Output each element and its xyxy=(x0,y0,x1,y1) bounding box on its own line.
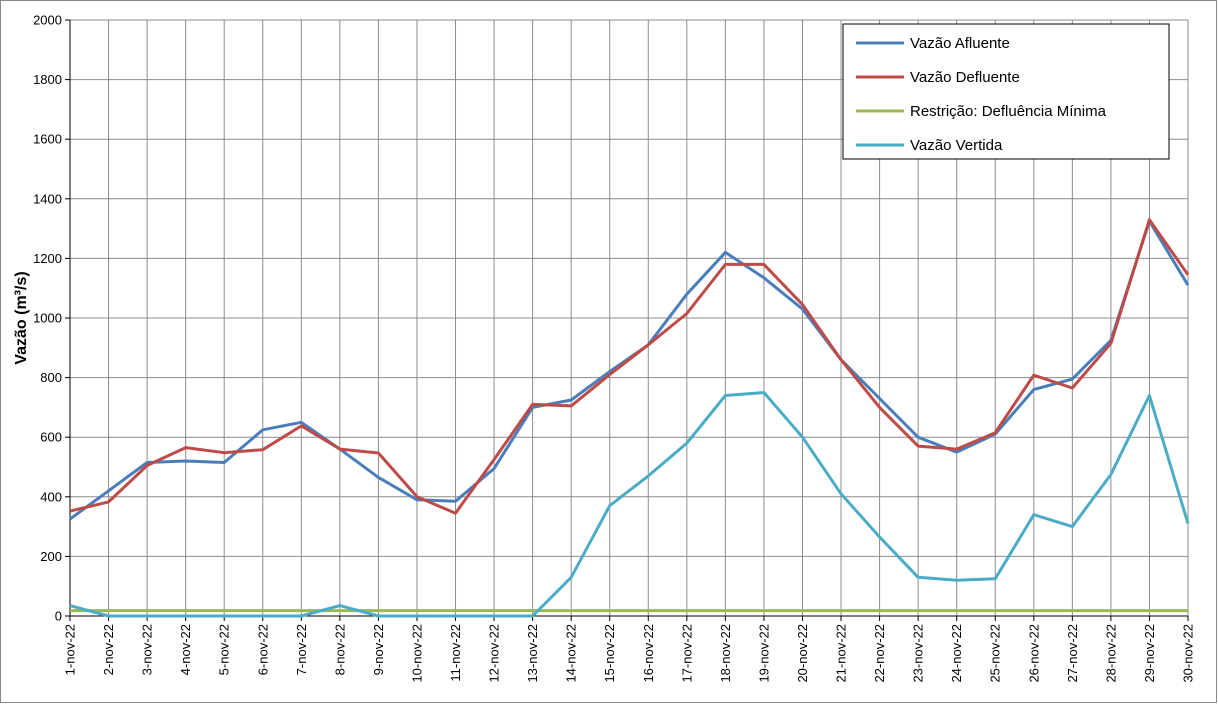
x-tick-label: 14-nov-22 xyxy=(564,624,579,683)
y-tick-label: 600 xyxy=(40,430,62,445)
y-tick-label: 1000 xyxy=(33,311,62,326)
x-tick-label: 27-nov-22 xyxy=(1065,624,1080,683)
x-tick-label: 20-nov-22 xyxy=(795,624,810,683)
x-tick-label: 23-nov-22 xyxy=(911,624,926,683)
y-tick-label: 200 xyxy=(40,549,62,564)
x-tick-label: 29-nov-22 xyxy=(1142,624,1157,683)
x-tick-label: 25-nov-22 xyxy=(988,624,1003,683)
legend-label: Vazão Afluente xyxy=(910,35,1010,52)
y-tick-label: 800 xyxy=(40,370,62,385)
x-tick-label: 12-nov-22 xyxy=(487,624,502,683)
x-tick-label: 16-nov-22 xyxy=(641,624,656,683)
x-tick-label: 30-nov-22 xyxy=(1181,624,1196,683)
gridlines xyxy=(69,19,1189,617)
x-tick-label: 21-nov-22 xyxy=(834,624,849,683)
y-tick-label: 2000 xyxy=(33,13,62,28)
y-tick-label: 0 xyxy=(55,609,62,624)
y-tick-label: 1200 xyxy=(33,251,62,266)
y-tick-label: 1800 xyxy=(33,72,62,87)
x-tick-label: 22-nov-22 xyxy=(872,624,887,683)
x-tick-label: 24-nov-22 xyxy=(949,624,964,683)
x-tick-label: 8-nov-22 xyxy=(332,624,347,675)
x-tick-label: 13-nov-22 xyxy=(525,624,540,683)
legend-box xyxy=(842,23,1170,160)
x-tick-label: 17-nov-22 xyxy=(679,624,694,683)
x-tick-label: 9-nov-22 xyxy=(371,624,386,675)
x-tick-label: 7-nov-22 xyxy=(294,624,309,675)
x-tick-label: 15-nov-22 xyxy=(602,624,617,683)
y-tick-label: 1600 xyxy=(33,132,62,147)
legend-label: Vazão Vertida xyxy=(910,137,1003,154)
legend-label: Restrição: Defluência Mínima xyxy=(910,103,1107,120)
x-tick-label: 26-nov-22 xyxy=(1026,624,1041,683)
x-tick-label: 28-nov-22 xyxy=(1103,624,1118,683)
y-axis-label: Vazão (m³/s) xyxy=(13,271,30,364)
series-lines xyxy=(69,218,1190,618)
x-tick-label: 18-nov-22 xyxy=(718,624,733,683)
legend: Vazão Afluente Vazão Defluente Restrição: … xyxy=(842,23,1170,160)
x-tick-label: 10-nov-22 xyxy=(409,624,424,683)
y-tick-label: 400 xyxy=(40,489,62,504)
x-tick-label: 6-nov-22 xyxy=(255,624,270,675)
x-tick-label: 4-nov-22 xyxy=(178,624,193,675)
x-tick-label: 11-nov-22 xyxy=(448,624,463,682)
x-axis-ticks: 1-nov-22 2-nov-22 3-nov-22 4-nov-22 5-nov-22… xyxy=(63,616,1196,683)
x-tick-label: 3-nov-22 xyxy=(140,624,155,675)
x-tick-label: 2-nov-22 xyxy=(101,624,116,675)
x-tick-label: 19-nov-22 xyxy=(756,624,771,683)
series-line-3 xyxy=(69,391,1190,618)
y-axis-ticks: 0 200 400 600 800 1000 1200 1400 1600 1800 2000 xyxy=(33,13,70,624)
x-tick-label: 1-nov-22 xyxy=(63,624,78,675)
x-tick-label: 5-nov-22 xyxy=(217,624,232,675)
series-line-1 xyxy=(69,218,1190,515)
legend-label: Vazão Defluente xyxy=(910,69,1020,86)
y-tick-label: 1400 xyxy=(33,191,62,206)
